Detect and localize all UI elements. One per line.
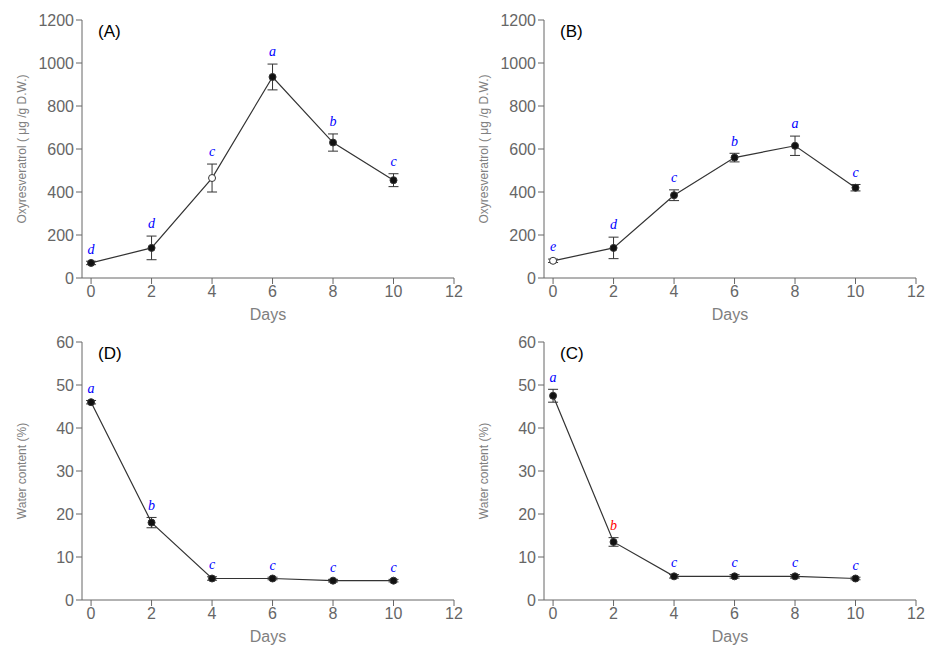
svg-text:60: 60 <box>56 334 74 351</box>
svg-text:Oxyresveratrol ( μg /g D.W.): Oxyresveratrol ( μg /g D.W.) <box>15 75 29 224</box>
svg-text:50: 50 <box>56 377 74 394</box>
svg-text:0: 0 <box>549 283 558 300</box>
svg-text:12: 12 <box>445 283 463 300</box>
svg-text:e: e <box>550 239 556 254</box>
svg-text:0: 0 <box>65 592 74 609</box>
svg-text:c: c <box>852 558 859 573</box>
svg-text:8: 8 <box>329 605 338 622</box>
svg-text:0: 0 <box>527 270 536 287</box>
svg-text:4: 4 <box>670 605 679 622</box>
svg-text:8: 8 <box>791 605 800 622</box>
svg-text:c: c <box>209 144 216 159</box>
svg-text:4: 4 <box>208 283 217 300</box>
svg-text:6: 6 <box>730 605 739 622</box>
svg-text:4: 4 <box>670 283 679 300</box>
svg-text:b: b <box>148 498 155 513</box>
svg-text:50: 50 <box>518 377 536 394</box>
svg-text:8: 8 <box>791 283 800 300</box>
svg-text:Days: Days <box>712 306 748 323</box>
svg-text:30: 30 <box>518 463 536 480</box>
svg-text:d: d <box>148 216 156 231</box>
svg-text:c: c <box>390 560 397 575</box>
svg-text:a: a <box>550 370 557 385</box>
svg-text:600: 600 <box>47 141 74 158</box>
svg-text:Water content (%): Water content (%) <box>477 423 491 519</box>
svg-text:10: 10 <box>385 605 403 622</box>
svg-text:40: 40 <box>518 420 536 437</box>
svg-text:600: 600 <box>509 141 536 158</box>
svg-text:c: c <box>671 170 678 185</box>
svg-text:c: c <box>209 557 216 572</box>
svg-text:c: c <box>731 555 738 570</box>
svg-text:1200: 1200 <box>38 12 74 29</box>
svg-text:400: 400 <box>509 184 536 201</box>
svg-text:a: a <box>792 116 799 131</box>
svg-text:b: b <box>330 114 337 129</box>
svg-text:Days: Days <box>250 628 286 645</box>
svg-text:10: 10 <box>847 605 865 622</box>
svg-text:12: 12 <box>907 605 925 622</box>
svg-text:d: d <box>610 217 618 232</box>
svg-text:0: 0 <box>87 605 96 622</box>
svg-text:2: 2 <box>609 605 618 622</box>
html-text:(A): (A) <box>98 22 121 41</box>
svg-text:c: c <box>671 555 678 570</box>
svg-text:Oxyresveratrol ( μg /g D.W.): Oxyresveratrol ( μg /g D.W.) <box>477 75 491 224</box>
svg-text:20: 20 <box>56 506 74 523</box>
html-text:(B): (B) <box>560 22 583 41</box>
svg-text:2: 2 <box>147 283 156 300</box>
svg-text:6: 6 <box>268 283 277 300</box>
svg-text:6: 6 <box>730 283 739 300</box>
svg-text:10: 10 <box>56 549 74 566</box>
svg-text:c: c <box>269 558 276 573</box>
svg-text:Days: Days <box>250 306 286 323</box>
svg-text:10: 10 <box>518 549 536 566</box>
svg-text:b: b <box>610 518 617 533</box>
svg-text:12: 12 <box>907 283 925 300</box>
svg-text:a: a <box>269 44 276 59</box>
svg-text:0: 0 <box>549 605 558 622</box>
svg-text:a: a <box>88 381 95 396</box>
svg-text:200: 200 <box>47 227 74 244</box>
svg-text:800: 800 <box>509 98 536 115</box>
html-text:(D): (D) <box>98 344 122 363</box>
svg-text:c: c <box>330 560 337 575</box>
svg-text:1200: 1200 <box>500 12 536 29</box>
svg-text:60: 60 <box>518 334 536 351</box>
svg-text:0: 0 <box>65 270 74 287</box>
svg-text:c: c <box>792 555 799 570</box>
svg-text:20: 20 <box>518 506 536 523</box>
svg-text:c: c <box>390 154 397 169</box>
html-text:(C): (C) <box>560 344 584 363</box>
svg-text:4: 4 <box>208 605 217 622</box>
svg-text:12: 12 <box>445 605 463 622</box>
svg-text:Water content (%): Water content (%) <box>15 423 29 519</box>
svg-text:2: 2 <box>147 605 156 622</box>
svg-text:400: 400 <box>47 184 74 201</box>
svg-text:Days: Days <box>712 628 748 645</box>
svg-text:40: 40 <box>56 420 74 437</box>
svg-text:10: 10 <box>385 283 403 300</box>
svg-text:d: d <box>88 242 96 257</box>
svg-text:1000: 1000 <box>38 55 74 72</box>
svg-text:b: b <box>731 134 738 149</box>
svg-text:1000: 1000 <box>500 55 536 72</box>
svg-text:200: 200 <box>509 227 536 244</box>
svg-text:2: 2 <box>609 283 618 300</box>
svg-text:8: 8 <box>329 283 338 300</box>
svg-text:0: 0 <box>87 283 96 300</box>
svg-text:800: 800 <box>47 98 74 115</box>
svg-text:0: 0 <box>527 592 536 609</box>
svg-text:6: 6 <box>268 605 277 622</box>
svg-text:c: c <box>852 165 859 180</box>
svg-text:10: 10 <box>847 283 865 300</box>
svg-text:30: 30 <box>56 463 74 480</box>
